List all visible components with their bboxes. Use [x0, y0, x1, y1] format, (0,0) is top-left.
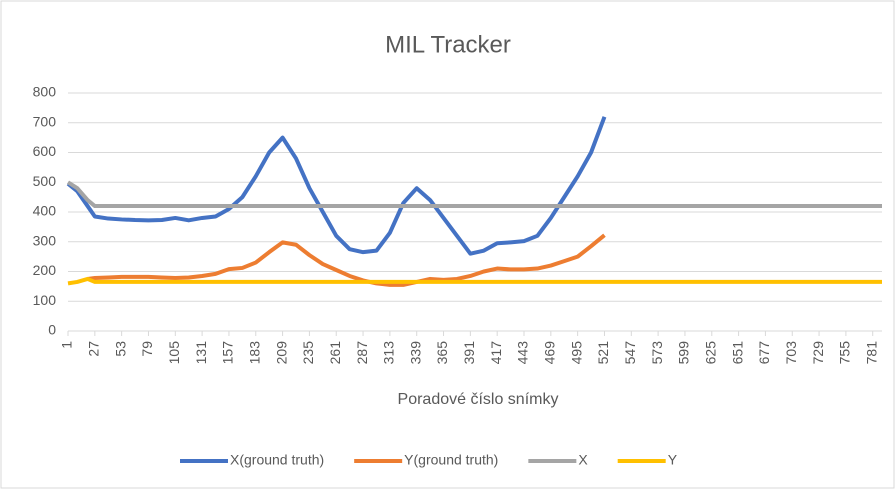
line-series — [66, 116, 607, 256]
x-tick-label: 313 — [381, 341, 397, 365]
x-tick-label: 469 — [542, 341, 558, 365]
x-tick-label: 729 — [810, 341, 826, 365]
x-tick-label: 287 — [354, 341, 370, 365]
x-tick-label: 677 — [756, 341, 772, 365]
x-tick-label: 235 — [300, 341, 316, 365]
x-tick-label: 443 — [515, 341, 531, 365]
legend-label: X — [578, 452, 588, 468]
y-tick-label: 800 — [33, 84, 57, 100]
x-tick-label: 209 — [273, 341, 289, 365]
x-tick-label: 365 — [434, 341, 450, 365]
line-series — [67, 276, 882, 286]
line-series — [66, 180, 882, 209]
x-tick-label: 391 — [461, 341, 477, 365]
y-tick-label: 700 — [33, 113, 57, 129]
x-tick-label: 573 — [649, 341, 665, 365]
x-tick-label: 651 — [729, 341, 745, 365]
x-tick-label: 417 — [488, 341, 504, 365]
y-tick-label: 600 — [33, 143, 57, 159]
y-tick-label: 0 — [48, 322, 56, 338]
x-tick-label: 547 — [622, 341, 638, 365]
x-tick-label: 105 — [166, 341, 182, 365]
x-tick-label: 183 — [246, 341, 262, 365]
line-series — [87, 233, 606, 287]
x-tick-label: 79 — [139, 341, 155, 357]
chart-title: MIL Tracker — [385, 31, 511, 58]
x-tick-label: 261 — [327, 341, 343, 365]
x-tick-label: 755 — [837, 341, 853, 365]
legend-label: Y — [668, 452, 678, 468]
y-tick-label: 200 — [33, 262, 57, 278]
x-tick-label: 521 — [595, 341, 611, 365]
x-axis-title: Poradové číslo snímky — [398, 391, 559, 408]
x-tick-label: 27 — [86, 341, 102, 357]
x-tick-label: 157 — [220, 341, 236, 365]
x-tick-label: 495 — [568, 341, 584, 365]
legend-label: Y(ground truth) — [404, 452, 498, 468]
x-tick-label: 625 — [702, 341, 718, 365]
y-tick-label: 400 — [33, 203, 57, 219]
x-tick-label: 703 — [783, 341, 799, 365]
y-tick-label: 500 — [33, 173, 57, 189]
x-tick-label: 1 — [59, 341, 75, 349]
x-tick-label: 599 — [676, 341, 692, 365]
x-tick-label: 131 — [193, 341, 209, 365]
y-tick-label: 100 — [33, 292, 57, 308]
legend-label: X(ground truth) — [230, 452, 324, 468]
y-tick-label: 300 — [33, 232, 57, 248]
x-tick-label: 781 — [863, 341, 879, 365]
x-tick-label: 53 — [112, 341, 128, 357]
x-tick-label: 339 — [407, 341, 423, 365]
